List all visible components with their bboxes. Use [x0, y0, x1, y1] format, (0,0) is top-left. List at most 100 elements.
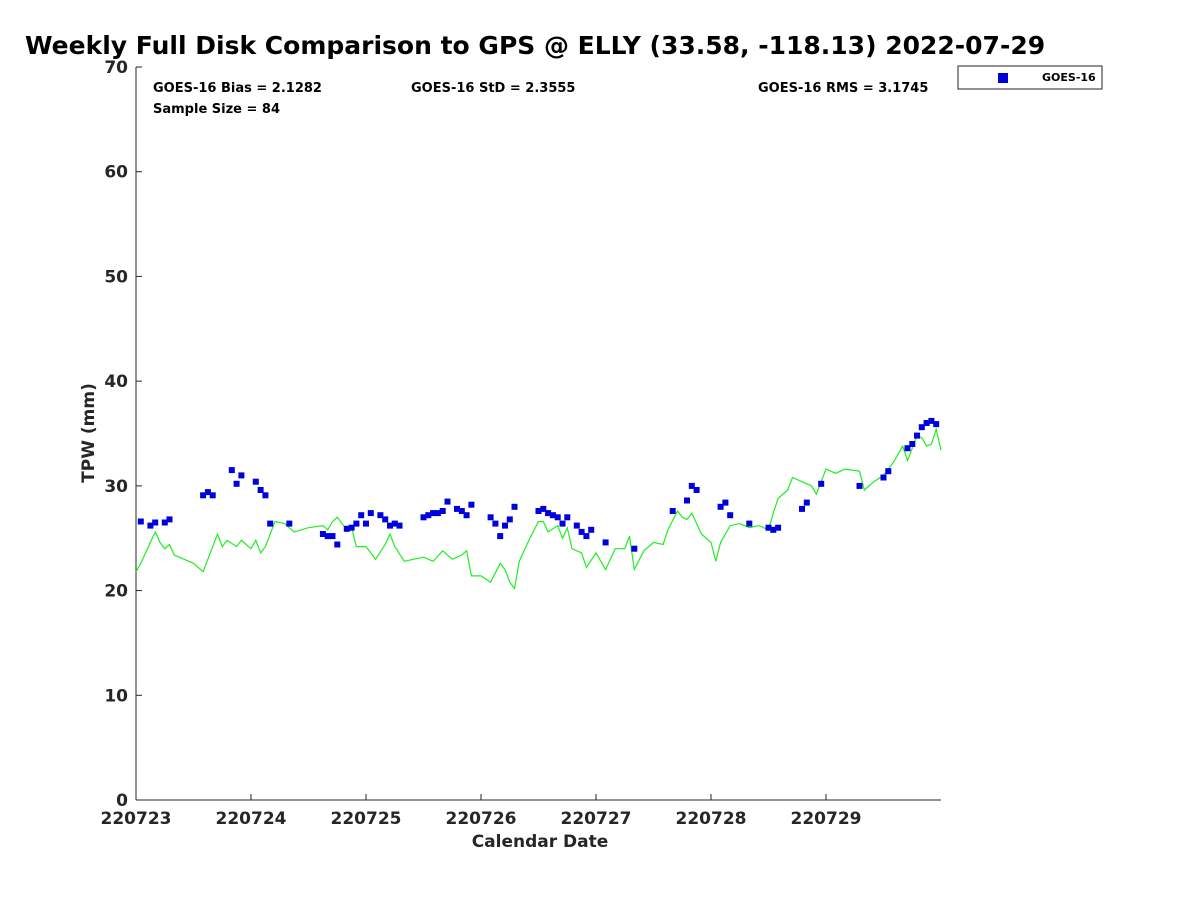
y-axis-ticks: 0 10 20 30 40 50 60 70: [104, 58, 142, 811]
goes16-data-point: [152, 519, 159, 526]
y-tick-label: 30: [104, 477, 128, 497]
goes16-data-point: [511, 503, 518, 510]
x-axis-ticks: 220723 220724 220725 220726 220727 220728 2207…: [101, 794, 862, 829]
goes16-data-point: [147, 522, 154, 529]
goes16-data-point: [252, 478, 259, 485]
goes16-data-point: [880, 474, 887, 481]
goes16-data-point: [564, 514, 571, 521]
goes16-data-point: [746, 520, 753, 527]
goes16-data-point: [545, 510, 552, 517]
goes16-data-point: [506, 516, 513, 523]
goes16-data-point: [353, 520, 360, 527]
goes16-data-point: [693, 487, 700, 493]
goes16-data-point: [818, 480, 825, 487]
goes16-data-point: [775, 524, 782, 531]
goes16-data-point: [454, 505, 460, 512]
y-axis-label: TPW (mm): [79, 383, 99, 483]
goes16-data-point: [631, 545, 638, 552]
goes16-data-point: [286, 520, 293, 527]
goes16-data-point: [444, 498, 451, 505]
goes16-data-point: [583, 533, 590, 540]
gps-line-series: [135, 427, 942, 590]
goes16-data-point: [928, 417, 935, 424]
goes16-data-point: [439, 508, 446, 514]
goes16-data-point: [923, 420, 930, 426]
legend-label: GOES-16: [1042, 71, 1096, 84]
goes16-data-point: [228, 467, 235, 474]
goes16-data-point: [468, 501, 475, 508]
goes16-data-point: [200, 492, 207, 499]
goes16-data-point: [233, 480, 240, 487]
goes16-data-point: [770, 526, 777, 533]
y-tick-label: 50: [104, 267, 128, 287]
x-tick-label: 220726: [446, 809, 517, 829]
goes16-data-point: [885, 468, 892, 475]
goes16-data-point: [799, 505, 805, 512]
goes16-data-point: [324, 533, 331, 540]
goes16-data-point: [549, 512, 556, 519]
goes16-data-point: [137, 518, 144, 525]
goes16-data-point: [554, 514, 561, 521]
goes16-data-point: [382, 516, 389, 523]
x-tick-label: 220729: [791, 809, 862, 829]
x-axis-label: Calendar Date: [472, 832, 609, 852]
y-tick-label: 10: [104, 686, 128, 706]
goes16-data-point: [396, 522, 403, 529]
goes16-data-point: [602, 539, 609, 546]
y-tick-label: 20: [104, 582, 128, 602]
chart-title: Weekly Full Disk Comparison to GPS @ ELL…: [25, 31, 1045, 60]
goes16-data-point: [363, 520, 369, 527]
goes16-data-point: [166, 516, 173, 523]
std-stat: GOES-16 StD = 2.3555: [411, 81, 575, 96]
goes16-data-point: [856, 482, 863, 489]
legend-marker-square-icon: [998, 73, 1008, 83]
goes16-data-point: [257, 487, 264, 493]
goes16-data-point: [204, 489, 211, 496]
goes16-data-point: [765, 524, 772, 531]
goes16-data-point: [267, 520, 274, 527]
sample-size-stat: Sample Size = 84: [153, 102, 280, 117]
goes16-data-point: [502, 522, 508, 529]
goes16-data-point: [425, 512, 432, 519]
goes16-data-point: [717, 503, 724, 510]
goes16-data-point: [669, 508, 676, 514]
goes16-data-point: [684, 497, 690, 504]
goes16-data-point: [334, 541, 341, 548]
goes16-data-point: [933, 421, 940, 428]
x-tick-label: 220727: [561, 809, 632, 829]
goes16-data-point: [722, 499, 729, 506]
x-tick-label: 220728: [676, 809, 747, 829]
goes16-data-point: [904, 445, 911, 452]
x-tick-label: 220725: [331, 809, 402, 829]
x-tick-label: 220724: [216, 809, 287, 829]
goes16-data-point: [578, 528, 585, 535]
goes16-data-point: [487, 514, 494, 521]
goes16-data-point: [559, 520, 566, 527]
gps-tpw-line: [135, 427, 942, 590]
goes16-data-point: [367, 510, 374, 517]
goes16-data-point: [343, 525, 350, 532]
goes16-data-point: [588, 526, 595, 533]
bias-stat: GOES-16 Bias = 2.1282: [153, 81, 322, 96]
y-tick-label: 60: [104, 163, 128, 183]
goes16-data-point: [387, 522, 393, 529]
goes16-data-point: [209, 492, 216, 499]
goes16-data-point: [262, 492, 269, 499]
goes16-data-point: [391, 520, 398, 527]
goes16-data-point: [573, 522, 580, 529]
goes16-data-point: [909, 441, 916, 447]
goes16-data-point: [319, 531, 326, 537]
goes16-data-point: [458, 508, 465, 514]
goes16-data-point: [377, 512, 384, 519]
goes16-data-point: [358, 512, 365, 519]
y-tick-label: 70: [104, 58, 128, 78]
goes16-data-point: [348, 524, 355, 531]
plot-area: [136, 67, 941, 800]
goes16-data-point: [497, 533, 504, 540]
goes16-data-point: [688, 482, 695, 489]
goes16-data-point: [463, 512, 470, 519]
goes16-data-point: [161, 519, 168, 526]
goes16-data-point: [420, 514, 427, 521]
legend: GOES-16: [957, 65, 1103, 90]
